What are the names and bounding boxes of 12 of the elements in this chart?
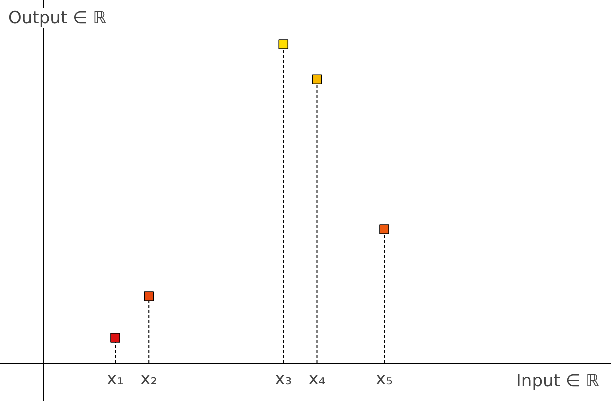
x-tick-label: x₄: [308, 370, 326, 390]
x-tick-label: x₂: [140, 370, 158, 390]
y-axis-title: Output ∈ ℝ: [8, 8, 108, 28]
x-tick-label: x₅: [376, 370, 393, 390]
point: [312, 74, 322, 84]
x-tick-label: x₁: [107, 370, 124, 390]
text: Input ∈ ℝ: [516, 372, 600, 392]
x-tick-label: x₃: [275, 370, 292, 390]
point: [278, 40, 289, 50]
point: [110, 333, 120, 343]
point: [380, 224, 390, 234]
point: [144, 292, 154, 302]
